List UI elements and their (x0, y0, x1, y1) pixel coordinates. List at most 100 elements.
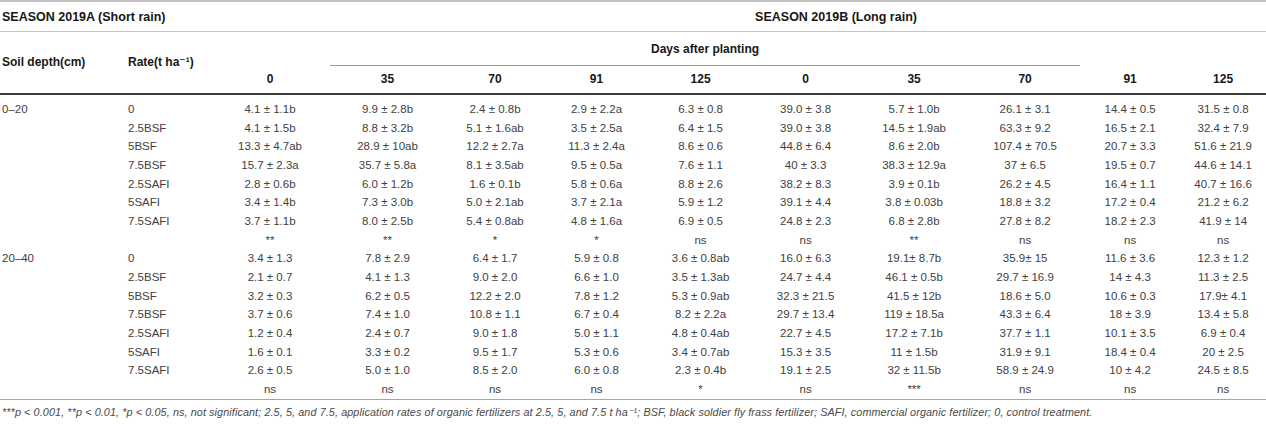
value-cell: 4.8 ± 0.4ab (648, 324, 753, 343)
value-cell: 39.1 ± 4.4 (753, 193, 858, 212)
value-cell: 18.6 ± 5.0 (970, 286, 1080, 305)
significance-cell: ns (545, 380, 648, 399)
value-cell: 8.2 ± 2.2a (648, 305, 753, 324)
value-cell: 12.2 ± 2.7a (445, 137, 545, 156)
table-row: 2.5SAFI1.2 ± 0.42.4 ± 0.79.0 ± 1.85.0 ± … (0, 324, 1266, 343)
value-cell: 119 ± 18.5a (858, 305, 970, 324)
value-cell: 3.3 ± 0.2 (330, 342, 445, 361)
soil-depth-cell (0, 342, 120, 361)
value-cell: 24.7 ± 4.4 (753, 268, 858, 287)
rate-cell: 0 (120, 94, 210, 119)
value-cell: 5.7 ± 1.0b (858, 94, 970, 119)
value-cell: 9.5 ± 0.5a (545, 156, 648, 175)
significance-cell: ns (210, 380, 330, 399)
value-cell: 16.5 ± 2.1 (1080, 118, 1180, 137)
value-cell: 32.3 ± 21.5 (753, 286, 858, 305)
soil-depth-cell (0, 230, 120, 249)
significance-cell: ns (1180, 380, 1266, 399)
soil-depth-cell (0, 137, 120, 156)
soil-depth-cell (0, 324, 120, 343)
soil-depth-cell: 0–20 (0, 94, 120, 119)
value-cell: 1.6 ± 0.1b (445, 174, 545, 193)
value-cell: 44.8 ± 6.4 (753, 137, 858, 156)
value-cell: 38.3 ± 12.9a (858, 156, 970, 175)
value-cell: 10 ± 4.2 (1080, 361, 1180, 380)
value-cell: 41.9 ± 14 (1180, 212, 1266, 231)
value-cell: 39.0 ± 3.8 (753, 94, 858, 119)
table-row: 5BSF13.3 ± 4.7ab28.9 ± 10ab12.2 ± 2.7a11… (0, 137, 1266, 156)
significance-cell: ns (648, 230, 753, 249)
value-cell: 41.5 ± 12b (858, 286, 970, 305)
table-row: 5BSF3.2 ± 0.36.2 ± 0.512.2 ± 2.07.8 ± 1.… (0, 286, 1266, 305)
value-cell: 6.0 ± 1.2b (330, 174, 445, 193)
value-cell: 8.0 ± 2.5b (330, 212, 445, 231)
table-body: 0–2004.1 ± 1.1b9.9 ± 2.8b2.4 ± 0.8b2.9 ±… (0, 94, 1266, 400)
value-cell: 11 ± 1.5b (858, 342, 970, 361)
soil-depth-cell (0, 212, 120, 231)
value-cell: 39.0 ± 3.8 (753, 118, 858, 137)
value-cell: 8.6 ± 0.6 (648, 137, 753, 156)
significance-cell: ns (970, 230, 1080, 249)
significance-cell: * (445, 230, 545, 249)
value-cell: 3.2 ± 0.3 (210, 286, 330, 305)
value-cell: 5.0 ± 1.1 (545, 324, 648, 343)
value-cell: 10.1 ± 3.5 (1080, 324, 1180, 343)
value-cell: 5.9 ± 0.8 (545, 249, 648, 268)
value-cell: 19.1± 8.7b (858, 249, 970, 268)
value-cell: 5.3 ± 0.9ab (648, 286, 753, 305)
value-cell: 16.4 ± 1.1 (1080, 174, 1180, 193)
value-cell: 19.5 ± 0.7 (1080, 156, 1180, 175)
significance-row: nsnsnsns*ns***nsnsns (0, 380, 1266, 399)
value-cell: 2.6 ± 0.5 (210, 361, 330, 380)
value-cell: 2.9 ± 2.2a (545, 94, 648, 119)
value-cell: 4.1 ± 1.3 (330, 268, 445, 287)
value-cell: 32 ± 11.5b (858, 361, 970, 380)
value-cell: 5.4 ± 0.8ab (445, 212, 545, 231)
value-cell: 5.8 ± 0.6a (545, 174, 648, 193)
day-column-header: 70 (445, 66, 545, 94)
spacer-cell (1180, 32, 1266, 66)
day-column-header: 0 (210, 66, 330, 94)
value-cell: 12.3 ± 1.2 (1180, 249, 1266, 268)
days-after-planting-header: Days after planting (330, 32, 1080, 66)
rate-cell: 2.5BSF (120, 268, 210, 287)
significance-cell: ns (1080, 380, 1180, 399)
soil-depth-column-header: Soil depth(cm) (0, 32, 120, 94)
rate-cell: 5BSF (120, 286, 210, 305)
value-cell: 40 ± 3.3 (753, 156, 858, 175)
soil-depth-cell: 20–40 (0, 249, 120, 268)
value-cell: 6.6 ± 1.0 (545, 268, 648, 287)
significance-cell: ns (753, 230, 858, 249)
value-cell: 31.5 ± 0.8 (1180, 94, 1266, 119)
value-cell: 37 ± 6.5 (970, 156, 1080, 175)
value-cell: 4.1 ± 1.1b (210, 94, 330, 119)
table-row: 7.5BSF15.7 ± 2.3a35.7 ± 5.8a8.1 ± 3.5ab9… (0, 156, 1266, 175)
value-cell: 7.3 ± 3.0b (330, 193, 445, 212)
value-cell: 35.7 ± 5.8a (330, 156, 445, 175)
value-cell: 26.1 ± 3.1 (970, 94, 1080, 119)
table-row: 20–4003.4 ± 1.37.8 ± 2.96.4 ± 1.75.9 ± 0… (0, 249, 1266, 268)
value-cell: 22.7 ± 4.5 (753, 324, 858, 343)
value-cell: 24.8 ± 2.3 (753, 212, 858, 231)
significance-cell: ns (1180, 230, 1266, 249)
value-cell: 5.1 ± 1.6ab (445, 118, 545, 137)
value-cell: 15.3 ± 3.5 (753, 342, 858, 361)
value-cell: 8.8 ± 2.6 (648, 174, 753, 193)
soil-depth-cell (0, 286, 120, 305)
value-cell: 107.4 ± 70.5 (970, 137, 1080, 156)
significance-cell: ** (330, 230, 445, 249)
value-cell: 6.3 ± 0.8 (648, 94, 753, 119)
soil-depth-cell (0, 380, 120, 399)
table-row: 2.5SAFI2.8 ± 0.6b6.0 ± 1.2b1.6 ± 0.1b5.8… (0, 174, 1266, 193)
season-a-header: SEASON 2019A (Short rain) (0, 1, 753, 32)
value-cell: 63.3 ± 9.2 (970, 118, 1080, 137)
day-column-header: 35 (858, 66, 970, 94)
rate-cell: 5BSF (120, 137, 210, 156)
soil-depth-cell (0, 193, 120, 212)
value-cell: 6.2 ± 0.5 (330, 286, 445, 305)
value-cell: 9.5 ± 1.7 (445, 342, 545, 361)
value-cell: 5.0 ± 1.0 (330, 361, 445, 380)
value-cell: 9.0 ± 2.0 (445, 268, 545, 287)
value-cell: 3.5 ± 2.5a (545, 118, 648, 137)
significance-cell: * (545, 230, 648, 249)
